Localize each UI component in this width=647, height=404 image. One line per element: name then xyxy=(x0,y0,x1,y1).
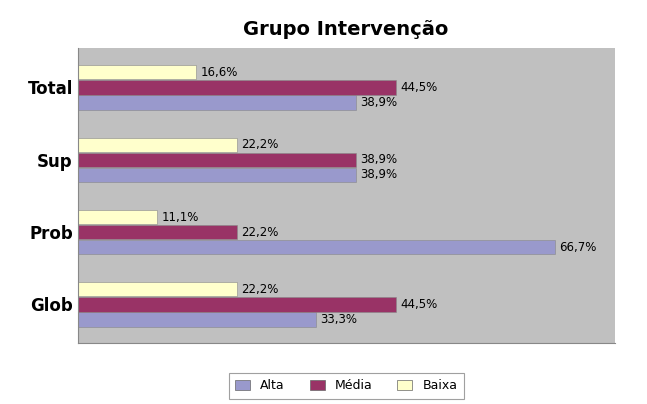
Bar xyxy=(78,137,237,152)
Text: 16,6%: 16,6% xyxy=(201,66,238,79)
Text: 38,9%: 38,9% xyxy=(360,153,398,166)
Bar xyxy=(78,95,356,110)
Text: 66,7%: 66,7% xyxy=(560,241,597,254)
Text: 33,3%: 33,3% xyxy=(320,313,357,326)
Legend: Alta, Média, Baixa: Alta, Média, Baixa xyxy=(228,373,464,399)
Bar xyxy=(78,80,396,95)
Text: 11,1%: 11,1% xyxy=(161,210,199,223)
Title: Grupo Intervenção: Grupo Intervenção xyxy=(243,19,449,39)
Text: 44,5%: 44,5% xyxy=(400,298,438,311)
Text: 22,2%: 22,2% xyxy=(241,283,278,296)
Bar xyxy=(78,168,356,182)
Text: 22,2%: 22,2% xyxy=(241,225,278,239)
Text: 38,9%: 38,9% xyxy=(360,168,398,181)
Bar xyxy=(78,65,197,80)
Text: 22,2%: 22,2% xyxy=(241,138,278,151)
Text: 44,5%: 44,5% xyxy=(400,81,438,94)
Bar xyxy=(78,210,157,224)
Bar xyxy=(78,297,396,311)
Bar xyxy=(78,282,237,297)
Bar xyxy=(78,153,356,167)
Bar xyxy=(78,312,316,327)
Bar xyxy=(78,225,237,239)
Bar xyxy=(78,240,555,255)
Text: 38,9%: 38,9% xyxy=(360,96,398,109)
